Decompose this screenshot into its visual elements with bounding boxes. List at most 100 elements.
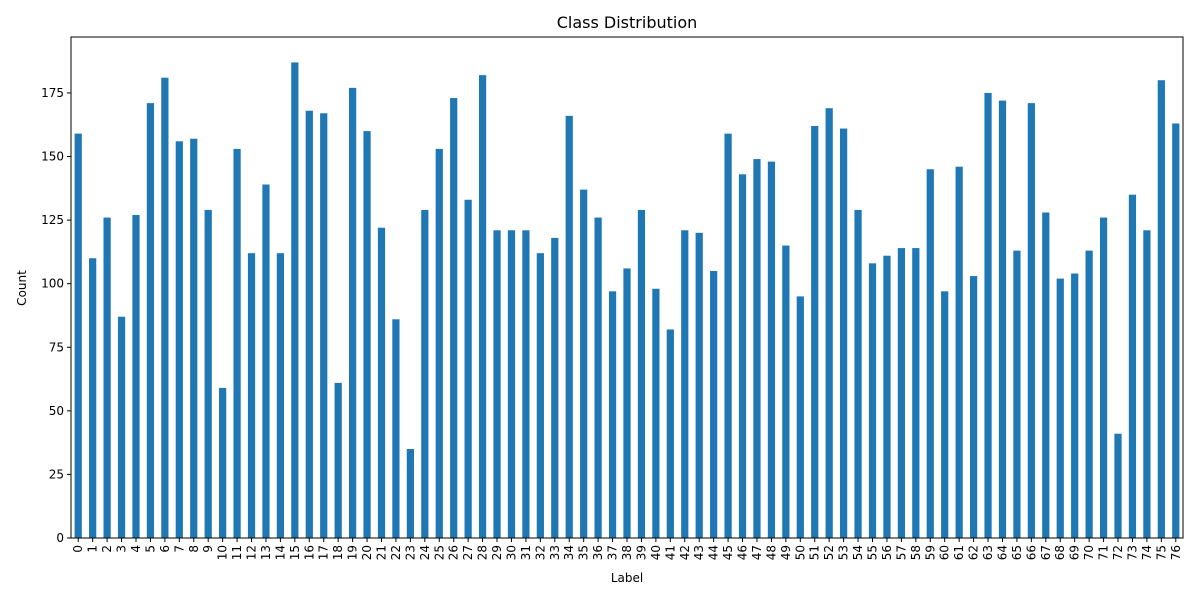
x-tick-label: 12: [245, 545, 259, 560]
bar-34: [565, 115, 573, 538]
x-tick-label: 33: [548, 545, 562, 560]
bar-29: [493, 230, 501, 538]
bar-18: [334, 382, 342, 538]
x-tick-label: 53: [837, 545, 851, 560]
x-tick-label: 9: [201, 545, 215, 553]
x-tick-label: 67: [1039, 545, 1053, 560]
x-tick-label: 70: [1082, 545, 1096, 560]
bar-35: [580, 189, 588, 538]
bar-36: [594, 217, 602, 538]
x-tick-label: 59: [923, 545, 937, 560]
bar-55: [868, 263, 877, 538]
y-axis: 0 25 50 75 100 125 150 175: [41, 86, 71, 545]
x-tick-label: 5: [143, 545, 157, 553]
bar-24: [421, 209, 429, 538]
bar-17: [320, 113, 328, 538]
x-tick-label: 44: [707, 545, 721, 560]
x-tick-label: 69: [1068, 545, 1082, 560]
bar-0: [74, 133, 82, 538]
bar-4: [132, 215, 140, 538]
bar-39: [637, 209, 646, 538]
bar-21: [377, 227, 386, 539]
bar-41: [666, 329, 674, 538]
bar-9: [204, 209, 212, 538]
x-tick-label: 36: [591, 545, 605, 560]
x-tick-label: 18: [331, 545, 345, 560]
x-tick-label: 46: [736, 545, 750, 560]
bar-23: [406, 448, 414, 538]
x-tick-label: 13: [259, 545, 273, 560]
bar-25: [435, 148, 443, 538]
bar-45: [724, 133, 732, 538]
x-tick-label: 7: [172, 545, 186, 553]
x-tick-label: 64: [995, 545, 1009, 560]
bar-20: [363, 131, 371, 538]
x-tick-label: 47: [750, 545, 764, 560]
x-tick-label: 56: [880, 545, 894, 560]
bar-72: [1114, 433, 1122, 538]
x-tick-label: 54: [851, 545, 865, 560]
bar-60: [941, 291, 949, 538]
bar-57: [897, 248, 905, 538]
bar-69: [1071, 273, 1079, 538]
x-tick-label: 41: [663, 545, 677, 560]
bar-14: [276, 253, 285, 539]
bar-71: [1099, 217, 1108, 538]
x-tick-label: 50: [793, 545, 807, 560]
y-tick-label: 100: [41, 277, 64, 291]
x-tick-label: 25: [432, 545, 446, 560]
bar-65: [1013, 250, 1021, 538]
bar-44: [710, 270, 718, 538]
bar-58: [912, 248, 920, 538]
bar-70: [1085, 250, 1093, 538]
x-tick-label: 19: [346, 545, 360, 560]
bar-22: [392, 319, 400, 538]
bar-27: [464, 199, 472, 538]
bar-52: [825, 108, 833, 539]
x-tick-label: 2: [100, 545, 114, 553]
bar-37: [608, 291, 617, 538]
y-tick-label: 150: [41, 150, 64, 164]
y-tick-label: 175: [41, 86, 64, 100]
x-tick-label: 0: [71, 545, 85, 553]
bar-64: [998, 100, 1007, 538]
bar-66: [1027, 103, 1035, 539]
x-tick-label: 72: [1111, 545, 1125, 560]
x-tick-label: 68: [1053, 545, 1067, 560]
bar-42: [681, 230, 689, 538]
bar-30: [507, 230, 516, 538]
bar-28: [478, 75, 487, 539]
y-tick-label: 25: [49, 467, 64, 481]
x-tick-label: 15: [288, 545, 302, 560]
bar-47: [753, 159, 761, 538]
x-tick-label: 71: [1097, 545, 1111, 560]
bar-15: [291, 62, 299, 539]
x-tick-label: 62: [967, 545, 981, 560]
bar-2: [103, 217, 111, 538]
y-tick-label: 75: [49, 340, 64, 354]
x-tick-label: 45: [721, 545, 735, 560]
bar-6: [161, 77, 169, 538]
x-tick-label: 16: [302, 545, 316, 560]
x-tick-label: 3: [115, 545, 129, 553]
x-tick-label: 8: [187, 545, 201, 553]
x-tick-label: 49: [779, 545, 793, 560]
x-tick-label: 73: [1125, 545, 1139, 560]
bar-73: [1128, 194, 1137, 538]
x-tick-label: 34: [562, 545, 576, 560]
x-tick-label: 23: [403, 545, 417, 560]
bar-48: [767, 161, 776, 539]
bar-1: [89, 258, 97, 538]
x-tick-label: 55: [866, 545, 880, 560]
x-tick-label: 32: [533, 545, 547, 560]
bar-67: [1042, 212, 1050, 539]
x-tick-label: 4: [129, 545, 143, 553]
x-tick-label: 20: [360, 545, 374, 560]
x-axis: 0 1 2 3 4 5 6 7 8 9 10 11 12 13 14 15 16 17 18 19 20 21 22 23 24…: [71, 538, 1183, 560]
bar-75: [1157, 80, 1165, 538]
bar-12: [247, 253, 256, 539]
bar-49: [782, 245, 790, 539]
x-tick-label: 35: [577, 545, 591, 560]
x-tick-label: 43: [692, 545, 706, 560]
bar-40: [652, 288, 660, 538]
